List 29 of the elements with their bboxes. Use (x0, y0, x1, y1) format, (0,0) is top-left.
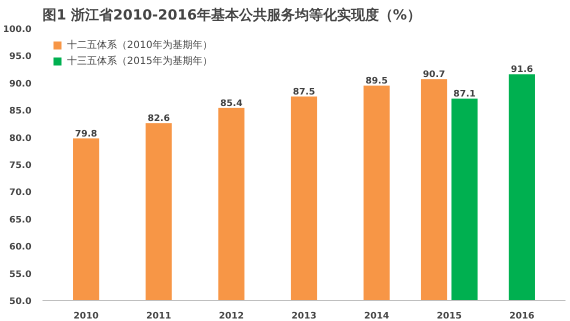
y-tick-label: 95.0 (9, 52, 32, 62)
data-label: 85.4 (220, 98, 242, 109)
data-label: 89.5 (366, 76, 388, 87)
y-tick-label: 60.0 (9, 242, 32, 253)
y-tick-label: 70.0 (9, 188, 32, 198)
x-tick-label: 2014 (364, 312, 390, 321)
data-label: 87.5 (292, 88, 316, 98)
data-label: 82.6 (148, 114, 170, 124)
legend-label: 十三五体系（2015年为基期年） (67, 54, 212, 68)
x-tick-label: 2015 (436, 312, 462, 321)
y-tick-label: 90.0 (9, 79, 32, 90)
data-label: 91.6 (510, 65, 534, 76)
y-tick-label: 55.0 (9, 270, 32, 280)
y-tick-label: 50.0 (9, 297, 32, 307)
y-tick-label: 65.0 (9, 215, 32, 226)
data-label: 79.8 (74, 129, 98, 140)
data-label: 90.7 (422, 70, 446, 80)
y-tick-label: 75.0 (9, 161, 32, 171)
x-tick-label: 2013 (291, 312, 317, 321)
y-tick-label: 100.0 (3, 25, 32, 35)
x-tick-label: 2012 (218, 312, 244, 321)
y-tick-label: 80.0 (9, 134, 32, 144)
x-tick-label: 2010 (74, 312, 99, 321)
y-tick-label: 85.0 (9, 106, 32, 117)
x-tick-label: 2011 (146, 312, 172, 321)
x-tick-label: 2016 (509, 312, 534, 321)
data-label: 87.1 (453, 90, 476, 100)
legend-label: 十二五体系（2010年为基期年） (67, 38, 212, 52)
chart-title: 图1 浙江省2010-2016年基本公共服务均等化实现度（%） (42, 6, 421, 24)
